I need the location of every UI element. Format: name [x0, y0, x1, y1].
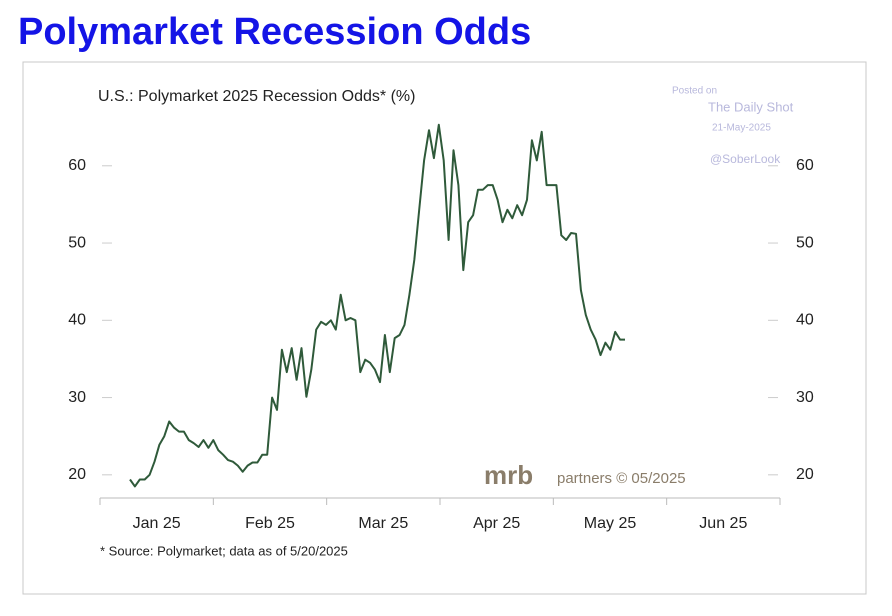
x-tick-label: Feb 25: [245, 515, 295, 532]
y-tick-label: 60: [68, 157, 86, 174]
y2-tick-label: 50: [796, 234, 814, 251]
x-tick-label: May 25: [584, 515, 637, 532]
logo-text: partners © 05/2025: [557, 470, 686, 487]
x-tick-label: Jan 25: [133, 515, 181, 532]
y2-tick-label: 20: [796, 466, 814, 483]
watermark: Posted on: [672, 86, 717, 97]
y2-tick-label: 40: [796, 312, 814, 329]
y-tick-label: 50: [68, 234, 86, 251]
y2-tick-label: 60: [796, 157, 814, 174]
y-tick-label: 40: [68, 312, 86, 329]
watermark: 21-May-2025: [712, 123, 771, 134]
x-tick-label: Mar 25: [358, 515, 408, 532]
heading: Polymarket Recession Odds: [18, 11, 531, 53]
y2-tick-label: 30: [796, 389, 814, 406]
chart-title: U.S.: Polymarket 2025 Recession Odds* (%…: [98, 88, 415, 105]
y-tick-label: 30: [68, 389, 86, 406]
watermark: @SoberLook: [710, 152, 781, 166]
chart-frame: [22, 61, 867, 595]
y-tick-label: 20: [68, 466, 86, 483]
x-tick-label: Jun 25: [699, 515, 747, 532]
logo-brand: mrb: [484, 460, 533, 490]
x-tick-label: Apr 25: [473, 515, 520, 532]
watermark: The Daily Shot: [708, 99, 794, 114]
data-line: [129, 123, 625, 488]
footnote: * Source: Polymarket; data as of 5/20/20…: [100, 543, 348, 558]
